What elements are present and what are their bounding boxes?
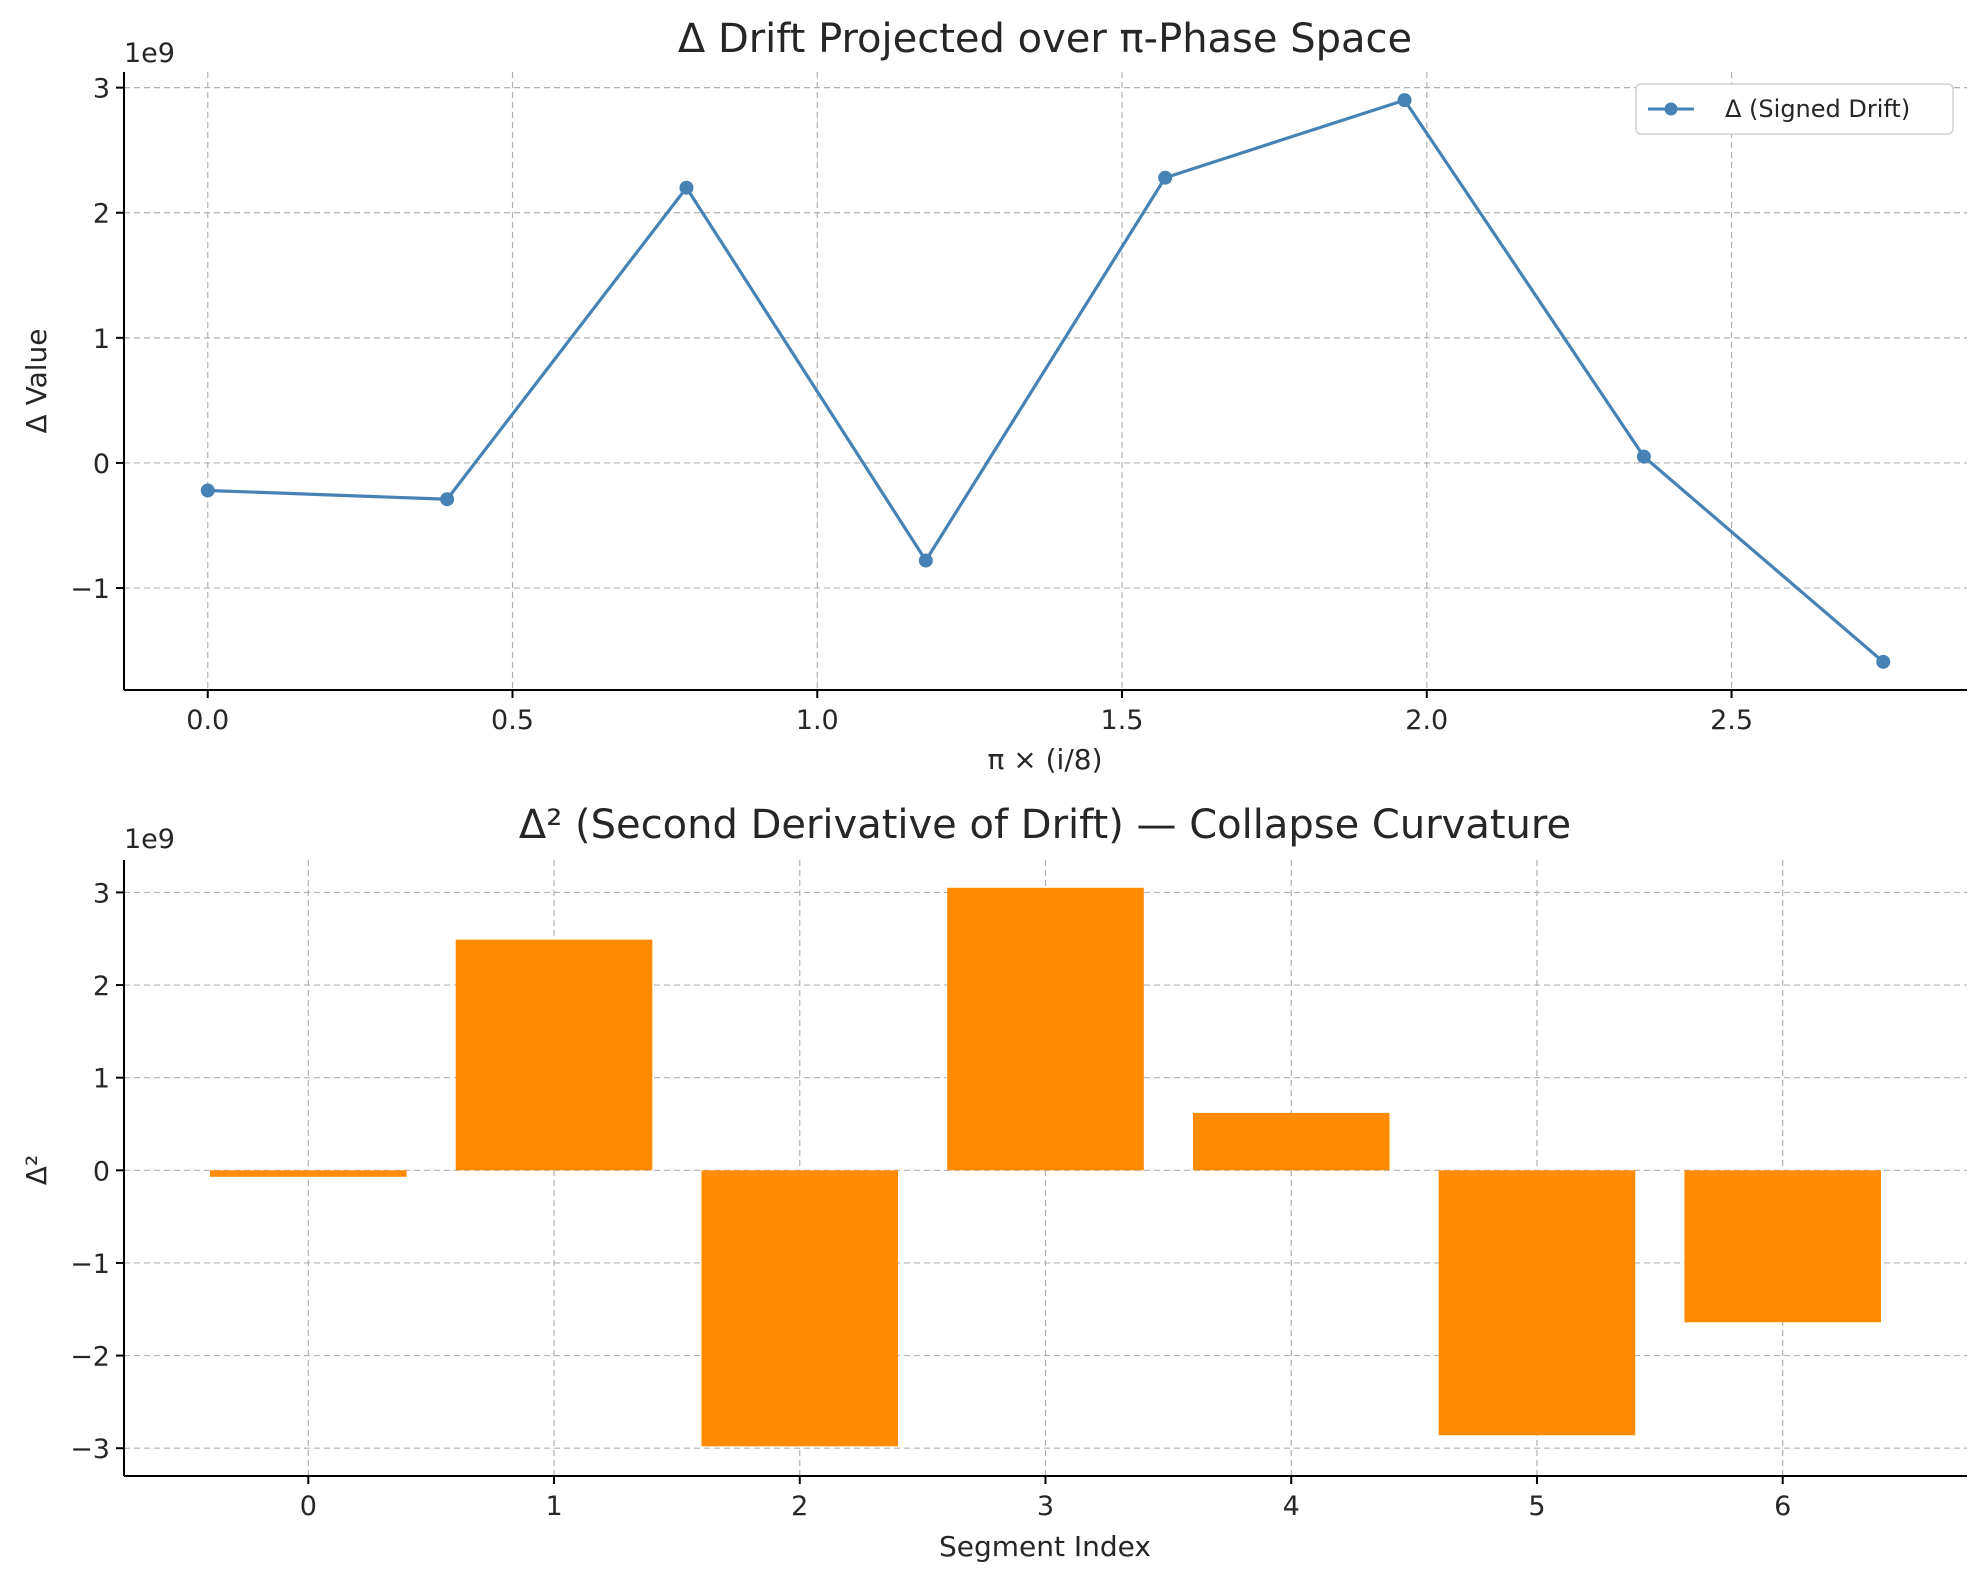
chart2-y-tick-label: −3 <box>70 1434 110 1465</box>
chart2-bars <box>210 887 1881 1447</box>
chart2-title: Δ² (Second Derivative of Drift) — Collap… <box>519 802 1571 848</box>
chart2-x-tick-label: 5 <box>1528 1491 1545 1522</box>
chart2-y-tick-label: 2 <box>93 971 110 1002</box>
legend-marker-swatch <box>1664 102 1678 116</box>
chart1-grid <box>124 72 1967 690</box>
chart2-x-tick-label: 0 <box>300 1491 317 1522</box>
chart1-x-tick-label: 0.5 <box>491 705 534 736</box>
chart1-x-tick-label: 0.0 <box>186 705 229 736</box>
chart2-x-tick-label: 6 <box>1774 1491 1791 1522</box>
curvature-bar-chart: Δ² (Second Derivative of Drift) — Collap… <box>20 802 1967 1563</box>
chart1-y-tick-label: −1 <box>70 574 110 605</box>
chart1-legend: Δ (Signed Drift) <box>1635 83 1954 135</box>
bar-segment-2 <box>701 1170 899 1447</box>
bar-segment-3 <box>947 887 1144 1171</box>
chart1-y-tick-label: 1 <box>93 324 110 355</box>
chart2-x-tick-label: 3 <box>1037 1491 1054 1522</box>
chart2-y-tick-label: 3 <box>93 878 110 909</box>
data-point <box>1158 170 1173 185</box>
series-line-signed-drift <box>207 98 1885 664</box>
legend-box <box>1635 83 1954 135</box>
chart1-y-ticks: −1 0 1 2 3 <box>70 74 124 605</box>
chart2-y-tick-label: −2 <box>70 1342 110 1373</box>
data-point <box>1876 654 1891 669</box>
chart1-x-tick-label: 1.5 <box>1101 705 1144 736</box>
data-point <box>200 483 215 498</box>
bar-segment-4 <box>1192 1112 1390 1171</box>
chart2-x-ticks: 0 1 2 3 4 5 6 <box>300 1476 1791 1522</box>
chart1-y-axis-label: Δ Value <box>20 329 53 434</box>
chart1-series <box>200 93 1891 669</box>
chart2-y-tick-label: 0 <box>93 1156 110 1187</box>
chart2-y-ticks: −3 −2 −1 0 1 2 3 <box>70 878 124 1465</box>
chart2-y-tick-label: 1 <box>93 1064 110 1095</box>
bar-segment-5 <box>1438 1170 1636 1436</box>
chart1-x-tick-label: 1.0 <box>796 705 839 736</box>
chart2-x-axis-label: Segment Index <box>939 1530 1151 1563</box>
chart1-y-tick-label: 2 <box>93 199 110 230</box>
drift-line-chart: Δ Drift Projected over π-Phase Space 1e9… <box>20 16 1967 776</box>
chart2-offset-label: 1e9 <box>124 824 175 855</box>
data-point <box>1636 449 1651 464</box>
chart2-y-tick-label: −1 <box>70 1249 110 1280</box>
chart1-offset-label: 1e9 <box>124 38 175 69</box>
chart1-title: Δ Drift Projected over π-Phase Space <box>678 16 1412 62</box>
chart1-x-axis-label: π × (i/8) <box>988 743 1103 776</box>
chart1-x-tick-label: 2.5 <box>1710 705 1753 736</box>
chart1-y-tick-label: 0 <box>93 449 110 480</box>
chart2-x-tick-label: 4 <box>1283 1491 1300 1522</box>
bar-segment-1 <box>455 939 653 1171</box>
data-point <box>918 553 933 568</box>
chart2-x-tick-label: 1 <box>545 1491 562 1522</box>
bar-segment-6 <box>1684 1170 1881 1323</box>
chart1-y-tick-label: 3 <box>93 74 110 105</box>
data-point <box>1397 93 1412 108</box>
data-point <box>440 492 455 507</box>
legend-label: Δ (Signed Drift) <box>1725 95 1910 123</box>
bar-segment-0 <box>210 1170 407 1177</box>
chart1-x-tick-label: 2.0 <box>1405 705 1448 736</box>
chart2-y-axis-label: Δ² <box>20 1155 53 1185</box>
chart2-x-tick-label: 2 <box>791 1491 808 1522</box>
data-point <box>679 180 694 195</box>
chart1-x-ticks: 0.0 0.5 1.0 1.5 2.0 2.5 <box>186 690 1753 736</box>
